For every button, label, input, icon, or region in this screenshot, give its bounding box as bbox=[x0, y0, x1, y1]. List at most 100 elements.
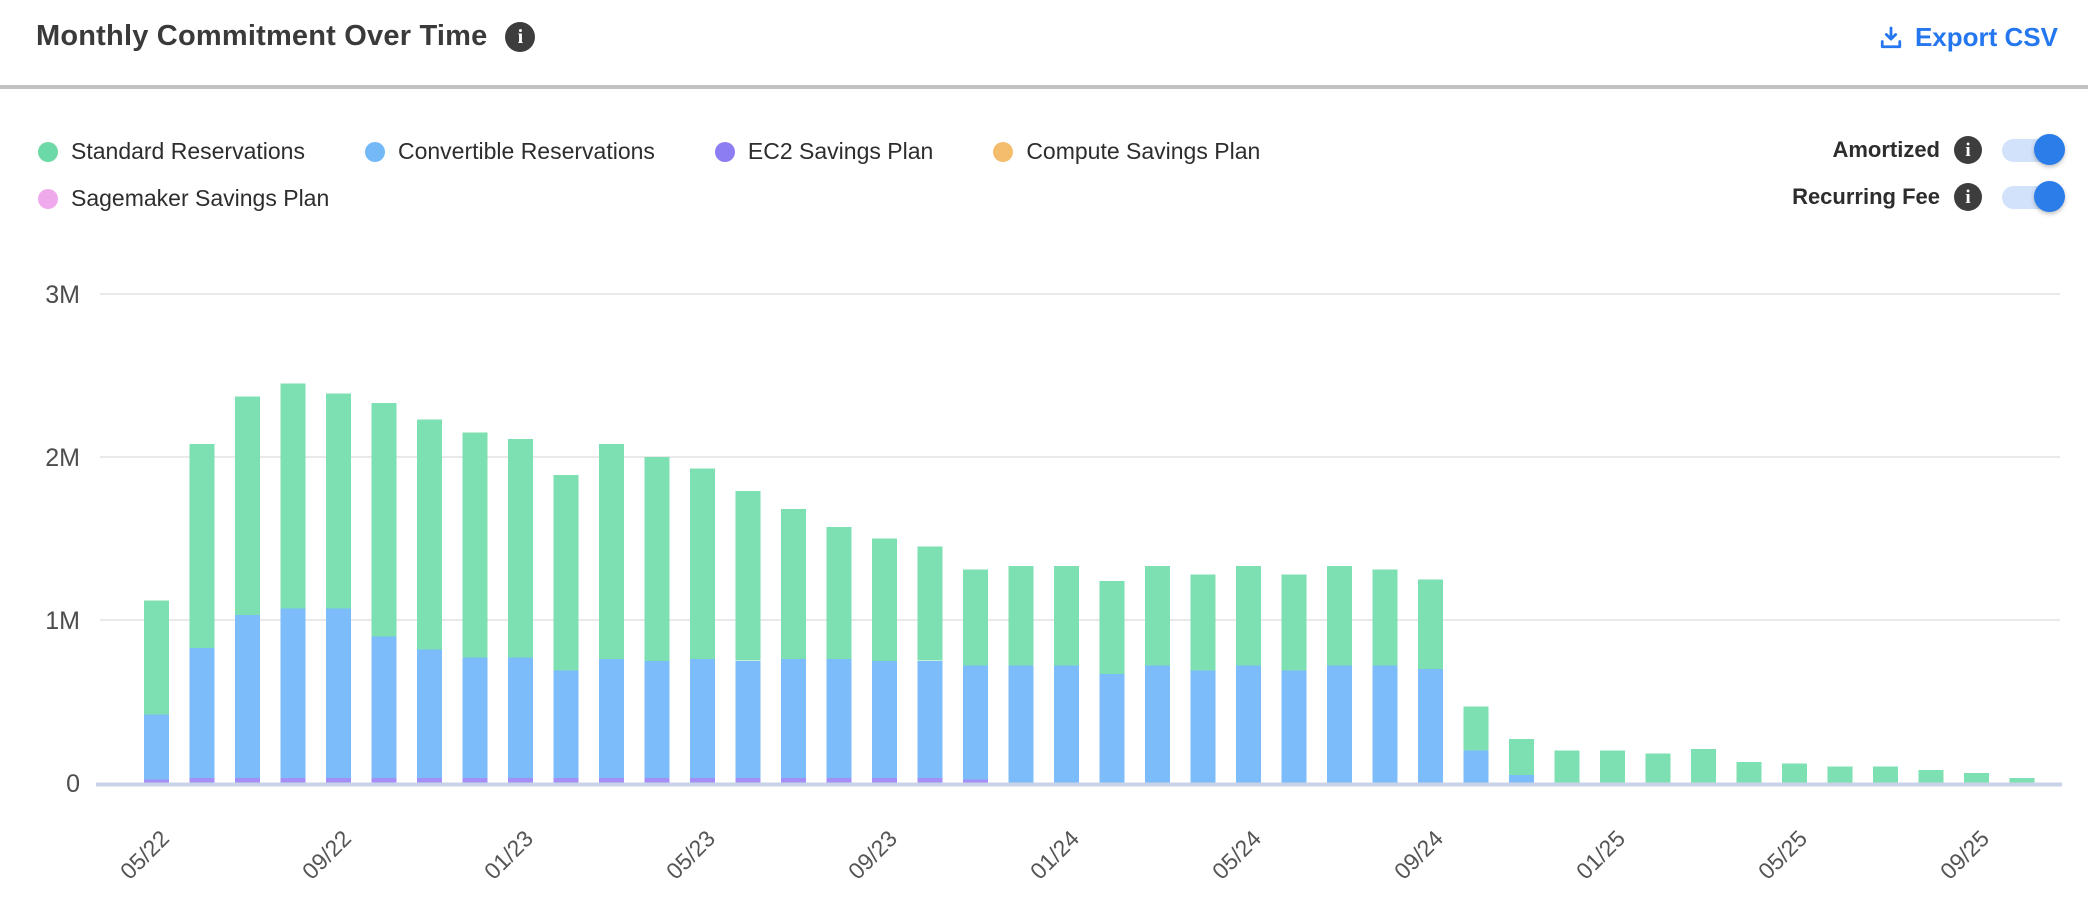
bar-07/22-ec2-savings-plan[interactable] bbox=[235, 778, 260, 783]
bar-09/22-standard-reservations[interactable] bbox=[326, 393, 351, 609]
bar-11/22-convertible-reservations[interactable] bbox=[417, 649, 442, 779]
bar-04/24-standard-reservations[interactable] bbox=[1190, 574, 1216, 671]
bar-07/25-standard-reservations[interactable] bbox=[1873, 766, 1898, 783]
bar-06/23-standard-reservations[interactable] bbox=[735, 491, 761, 661]
bar-09/25-standard-reservations[interactable] bbox=[1964, 773, 1989, 783]
bar-07/24-standard-reservations[interactable] bbox=[1327, 566, 1352, 666]
bar-10/22-ec2-savings-plan[interactable] bbox=[371, 778, 397, 783]
bar-09/24-convertible-reservations[interactable] bbox=[1418, 668, 1443, 783]
bar-06/24-convertible-reservations[interactable] bbox=[1281, 670, 1307, 784]
amortized-toggle[interactable] bbox=[2002, 134, 2065, 165]
bar-07/23-standard-reservations[interactable] bbox=[781, 509, 806, 660]
bar-09/22-ec2-savings-plan[interactable] bbox=[326, 778, 351, 783]
legend-item-compute-savings-plan[interactable]: Compute Savings Plan bbox=[993, 136, 1260, 167]
bar-06/22-ec2-savings-plan[interactable] bbox=[189, 778, 215, 783]
bar-04/25-standard-reservations[interactable] bbox=[1736, 761, 1762, 783]
bar-03/23-ec2-savings-plan[interactable] bbox=[599, 778, 624, 783]
legend-item-standard-reservations[interactable]: Standard Reservations bbox=[38, 136, 305, 167]
bar-03/23-standard-reservations[interactable] bbox=[599, 444, 624, 660]
bar-02/23-convertible-reservations[interactable] bbox=[553, 670, 579, 779]
recurring-fee-toggle[interactable] bbox=[2002, 181, 2065, 212]
bar-08/25-standard-reservations[interactable] bbox=[1918, 770, 1944, 783]
bar-10/23-convertible-reservations[interactable] bbox=[917, 660, 943, 779]
bar-01/24-standard-reservations[interactable] bbox=[1054, 566, 1079, 666]
bar-07/22-convertible-reservations[interactable] bbox=[235, 615, 260, 779]
bar-01/25-standard-reservations[interactable] bbox=[1600, 750, 1625, 783]
recurring-fee-info-icon[interactable]: i bbox=[1954, 183, 1982, 211]
bar-08/23-standard-reservations[interactable] bbox=[826, 527, 852, 660]
bar-12/23-standard-reservations[interactable] bbox=[1008, 566, 1034, 666]
bar-11/23-standard-reservations[interactable] bbox=[963, 569, 988, 666]
bar-03/23-convertible-reservations[interactable] bbox=[599, 659, 624, 779]
export-csv-button[interactable]: Export CSV bbox=[1877, 22, 2058, 53]
bar-11/23-ec2-savings-plan[interactable] bbox=[963, 779, 988, 783]
bar-01/23-standard-reservations[interactable] bbox=[508, 439, 533, 658]
bar-01/23-ec2-savings-plan[interactable] bbox=[508, 778, 533, 783]
bar-05/23-standard-reservations[interactable] bbox=[690, 468, 715, 660]
legend-item-convertible-reservations[interactable]: Convertible Reservations bbox=[364, 136, 655, 167]
bar-06/25-standard-reservations[interactable] bbox=[1827, 766, 1853, 783]
title-info-icon[interactable]: i bbox=[505, 21, 536, 52]
bar-07/22-standard-reservations[interactable] bbox=[235, 396, 260, 616]
bar-05/23-ec2-savings-plan[interactable] bbox=[690, 778, 715, 783]
bar-03/25-standard-reservations[interactable] bbox=[1691, 748, 1716, 783]
bar-10/23-ec2-savings-plan[interactable] bbox=[917, 778, 943, 783]
bar-05/25-standard-reservations[interactable] bbox=[1782, 763, 1807, 783]
bar-08/24-standard-reservations[interactable] bbox=[1372, 569, 1398, 666]
bar-11/22-standard-reservations[interactable] bbox=[417, 419, 442, 650]
bar-02/24-convertible-reservations[interactable] bbox=[1099, 673, 1125, 783]
bar-06/24-standard-reservations[interactable] bbox=[1281, 574, 1307, 671]
bar-04/24-convertible-reservations[interactable] bbox=[1190, 670, 1216, 784]
bar-02/23-standard-reservations[interactable] bbox=[553, 474, 579, 671]
bar-05/22-ec2-savings-plan[interactable] bbox=[144, 779, 169, 783]
bar-12/22-convertible-reservations[interactable] bbox=[462, 657, 488, 779]
bar-12/22-ec2-savings-plan[interactable] bbox=[462, 778, 488, 783]
bar-12/22-standard-reservations[interactable] bbox=[462, 432, 488, 658]
bar-09/23-ec2-savings-plan[interactable] bbox=[872, 778, 897, 783]
bar-07/23-ec2-savings-plan[interactable] bbox=[781, 778, 806, 783]
bar-03/24-standard-reservations[interactable] bbox=[1145, 566, 1170, 666]
bar-09/23-convertible-reservations[interactable] bbox=[872, 660, 897, 779]
legend-item-ec2-savings-plan[interactable]: EC2 Savings Plan bbox=[714, 136, 933, 167]
bar-06/22-convertible-reservations[interactable] bbox=[189, 647, 215, 779]
bar-06/23-ec2-savings-plan[interactable] bbox=[735, 778, 761, 783]
bar-11/24-convertible-reservations[interactable] bbox=[1509, 774, 1534, 784]
bar-04/23-convertible-reservations[interactable] bbox=[644, 660, 670, 779]
bar-08/23-convertible-reservations[interactable] bbox=[826, 659, 852, 779]
bar-08/22-standard-reservations[interactable] bbox=[280, 383, 306, 609]
bar-10/23-standard-reservations[interactable] bbox=[917, 546, 943, 661]
bar-06/22-standard-reservations[interactable] bbox=[189, 444, 215, 648]
bar-09/22-convertible-reservations[interactable] bbox=[326, 608, 351, 779]
bar-10/22-standard-reservations[interactable] bbox=[371, 403, 397, 637]
bar-11/24-standard-reservations[interactable] bbox=[1509, 739, 1534, 775]
amortized-info-icon[interactable]: i bbox=[1954, 136, 1982, 164]
bar-08/22-ec2-savings-plan[interactable] bbox=[280, 778, 306, 783]
bar-08/24-convertible-reservations[interactable] bbox=[1372, 665, 1398, 783]
bar-05/23-convertible-reservations[interactable] bbox=[690, 659, 715, 779]
bar-10/24-convertible-reservations[interactable] bbox=[1463, 750, 1489, 783]
bar-08/23-ec2-savings-plan[interactable] bbox=[826, 778, 852, 783]
bar-02/23-ec2-savings-plan[interactable] bbox=[553, 778, 579, 783]
bar-08/22-convertible-reservations[interactable] bbox=[280, 608, 306, 779]
bar-01/24-convertible-reservations[interactable] bbox=[1054, 665, 1079, 783]
bar-05/24-convertible-reservations[interactable] bbox=[1236, 665, 1261, 783]
bar-10/24-standard-reservations[interactable] bbox=[1463, 706, 1489, 751]
bar-02/24-standard-reservations[interactable] bbox=[1099, 580, 1125, 674]
bar-10/25-standard-reservations[interactable] bbox=[2009, 778, 2035, 783]
bar-04/23-standard-reservations[interactable] bbox=[644, 457, 670, 661]
bar-09/23-standard-reservations[interactable] bbox=[872, 538, 897, 661]
bar-05/22-convertible-reservations[interactable] bbox=[144, 714, 169, 780]
bar-11/22-ec2-savings-plan[interactable] bbox=[417, 778, 442, 783]
bar-03/24-convertible-reservations[interactable] bbox=[1145, 665, 1170, 783]
bar-12/23-convertible-reservations[interactable] bbox=[1008, 665, 1034, 783]
bar-02/25-standard-reservations[interactable] bbox=[1645, 753, 1671, 783]
bar-05/22-standard-reservations[interactable] bbox=[144, 600, 169, 715]
legend-item-sagemaker-savings-plan[interactable]: Sagemaker Savings Plan bbox=[38, 183, 329, 214]
bar-01/23-convertible-reservations[interactable] bbox=[508, 657, 533, 779]
bar-05/24-standard-reservations[interactable] bbox=[1236, 566, 1261, 666]
bar-04/23-ec2-savings-plan[interactable] bbox=[644, 778, 670, 783]
bar-09/24-standard-reservations[interactable] bbox=[1418, 579, 1443, 669]
bar-11/23-convertible-reservations[interactable] bbox=[963, 665, 988, 780]
bar-06/23-convertible-reservations[interactable] bbox=[735, 660, 761, 779]
monthly-commitment-bar-chart[interactable]: 0 1M 2M 3M 05/22 09/22 01/23 05/23 09/23 01/24 05/… bbox=[0, 200, 2088, 922]
